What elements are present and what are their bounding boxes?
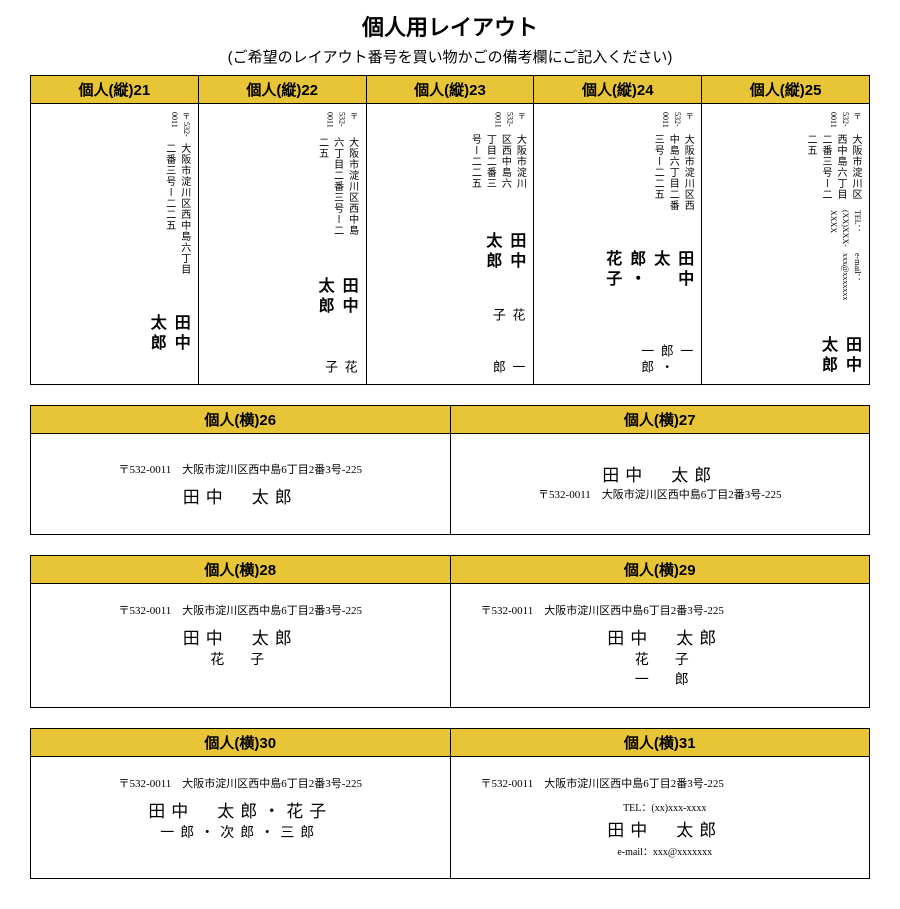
- address: 〒532-0011 大阪市淀川区西中島6丁目2番3号-225: [51, 775, 430, 791]
- name-sub: 花 子: [481, 649, 850, 669]
- address: 大阪市淀川区西中島六丁目二番三号ー二二五: [205, 137, 360, 241]
- name: 田中 太郎: [51, 483, 430, 508]
- name-sub: 一郎・次郎・三郎: [51, 822, 430, 842]
- card-31: 個人(横)31 〒532-0011 大阪市淀川区西中島6丁目2番3号-225 T…: [451, 728, 871, 879]
- page-subtitle: (ご希望のレイアウト番号を買い物かごの備考欄にご記入ください): [30, 46, 870, 67]
- card-body: 〒 532-0011 大阪市淀川区西中島六丁目二番三号ー二二五 田中 太郎: [31, 104, 198, 384]
- card-body: 〒 532-0011 大阪市淀川区西中島六丁目二番三号ー二二五 田中 太郎・花子…: [534, 104, 701, 384]
- name: 田中 太郎: [51, 624, 430, 649]
- postal: 〒 532-0011: [37, 112, 192, 137]
- card-header: 個人(横)28: [31, 556, 450, 584]
- postal: 〒 532-0011: [373, 112, 528, 128]
- postal: 〒 532-0011: [205, 112, 360, 131]
- email: e-mail：xxx@xxxxxxx: [481, 843, 850, 858]
- card-header: 個人(縦)23: [367, 76, 534, 104]
- name-sub: 一郎: [373, 360, 528, 376]
- name: 田中 太郎: [708, 336, 863, 376]
- name: 田中 太郎: [481, 624, 850, 649]
- card-22: 個人(縦)22 〒 532-0011 大阪市淀川区西中島六丁目二番三号ー二二五 …: [199, 75, 367, 385]
- name: 田中 太郎: [373, 232, 528, 272]
- address: 大阪市淀川区西中島六丁目二番三号ー二二五: [37, 143, 192, 279]
- name: 田中 太郎・花子: [540, 250, 695, 308]
- card-body: 〒 532-0011 大阪市淀川区西中島六丁目二番三号ー二二五 田中 太郎 花子: [199, 104, 366, 384]
- name: 田中 太郎: [471, 461, 850, 486]
- card-23: 個人(縦)23 〒 532-0011 大阪市淀川区西中島六丁目二番三号ー二二五 …: [367, 75, 535, 385]
- card-29: 個人(横)29 〒532-0011 大阪市淀川区西中島6丁目2番3号-225 田…: [451, 555, 871, 708]
- address: 大阪市淀川区西中島六丁目二番三号ー二二五: [708, 134, 863, 204]
- card-24: 個人(縦)24 〒 532-0011 大阪市淀川区西中島六丁目二番三号ー二二五 …: [534, 75, 702, 385]
- card-27: 個人(横)27 田中 太郎 〒532-0011 大阪市淀川区西中島6丁目2番3号…: [451, 405, 871, 535]
- name-sub: 花子: [373, 308, 528, 324]
- card-header: 個人(縦)24: [534, 76, 701, 104]
- name-sub: 花子: [205, 360, 360, 376]
- horizontal-row-2: 個人(横)28 〒532-0011 大阪市淀川区西中島6丁目2番3号-225 田…: [30, 555, 870, 708]
- card-header: 個人(横)30: [31, 729, 450, 757]
- card-header: 個人(縦)25: [702, 76, 869, 104]
- address: 〒532-0011 大阪市淀川区西中島6丁目2番3号-225: [481, 775, 850, 791]
- card-body: 〒 532-0011 大阪市淀川区西中島六丁目二番三号ー二二五 TEL：(XX)…: [702, 104, 869, 384]
- horizontal-row-3: 個人(横)30 〒532-0011 大阪市淀川区西中島6丁目2番3号-225 田…: [30, 728, 870, 879]
- name: 田中 太郎: [37, 314, 192, 376]
- address: 〒532-0011 大阪市淀川区西中島6丁目2番3号-225: [481, 602, 850, 618]
- card-25: 個人(縦)25 〒 532-0011 大阪市淀川区西中島六丁目二番三号ー二二五 …: [702, 75, 870, 385]
- name-sub: 花 子: [51, 649, 430, 669]
- card-body: 〒532-0011 大阪市淀川区西中島6丁目2番3号-225 田中 太郎・花子 …: [31, 757, 450, 860]
- name: 田中 太郎・花子: [51, 797, 430, 822]
- card-body: 〒 532-0011 大阪市淀川区西中島六丁目二番三号ー二二五 田中 太郎 花子…: [367, 104, 534, 384]
- card-21: 個人(縦)21 〒 532-0011 大阪市淀川区西中島六丁目二番三号ー二二五 …: [30, 75, 199, 385]
- card-header: 個人(横)29: [451, 556, 870, 584]
- card-28: 個人(横)28 〒532-0011 大阪市淀川区西中島6丁目2番3号-225 田…: [30, 555, 451, 708]
- address: 〒532-0011 大阪市淀川区西中島6丁目2番3号-225: [51, 602, 430, 618]
- vertical-layout-row: 個人(縦)21 〒 532-0011 大阪市淀川区西中島六丁目二番三号ー二二五 …: [30, 75, 870, 385]
- address: 〒532-0011 大阪市淀川区西中島6丁目2番3号-225: [471, 486, 850, 502]
- card-header: 個人(縦)22: [199, 76, 366, 104]
- name-sub: 一 郎: [481, 669, 850, 689]
- tel: TEL：(xx)xxx-xxxx: [481, 799, 850, 814]
- name-sub: 一郎・一郎: [540, 344, 695, 376]
- name: 田中 太郎: [205, 277, 360, 324]
- name: 田中 太郎: [481, 816, 850, 841]
- horizontal-row-1: 個人(横)26 〒532-0011 大阪市淀川区西中島6丁目2番3号-225 田…: [30, 405, 870, 535]
- card-body: 〒532-0011 大阪市淀川区西中島6丁目2番3号-225 TEL：(xx)x…: [451, 757, 870, 878]
- email: e-mail：xxx@xxxxxxx: [708, 253, 863, 300]
- page-title: 個人用レイアウト: [30, 10, 870, 42]
- card-header: 個人(横)31: [451, 729, 870, 757]
- address: 大阪市淀川区西中島六丁目二番三号ー二二五: [373, 134, 528, 196]
- card-body: 〒532-0011 大阪市淀川区西中島6丁目2番3号-225 田中 太郎 花 子: [31, 584, 450, 687]
- card-header: 個人(横)27: [451, 406, 870, 434]
- postal: 〒 532-0011: [708, 112, 863, 128]
- postal: 〒 532-0011: [540, 112, 695, 128]
- card-26: 個人(横)26 〒532-0011 大阪市淀川区西中島6丁目2番3号-225 田…: [30, 405, 451, 535]
- card-30: 個人(横)30 〒532-0011 大阪市淀川区西中島6丁目2番3号-225 田…: [30, 728, 451, 879]
- card-body: 田中 太郎 〒532-0011 大阪市淀川区西中島6丁目2番3号-225: [451, 434, 870, 534]
- card-header: 個人(横)26: [31, 406, 450, 434]
- card-header: 個人(縦)21: [31, 76, 198, 104]
- address: 大阪市淀川区西中島六丁目二番三号ー二二五: [540, 134, 695, 214]
- tel: TEL：(XX)XXX-XXXX: [708, 210, 863, 247]
- address: 〒532-0011 大阪市淀川区西中島6丁目2番3号-225: [51, 461, 430, 477]
- card-body: 〒532-0011 大阪市淀川区西中島6丁目2番3号-225 田中 太郎: [31, 434, 450, 534]
- card-body: 〒532-0011 大阪市淀川区西中島6丁目2番3号-225 田中 太郎 花 子…: [451, 584, 870, 707]
